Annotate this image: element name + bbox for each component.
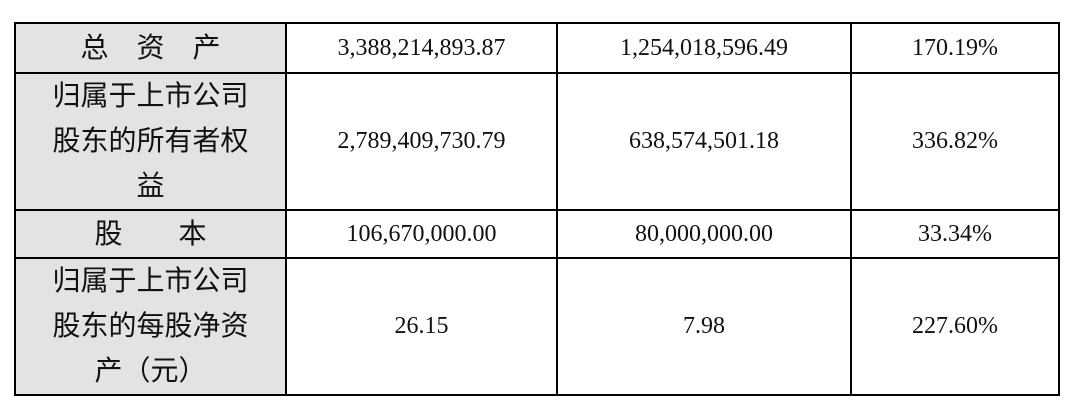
cell-value: 7.98 [556, 257, 852, 396]
row-label: 股 本 [14, 209, 287, 259]
cell-value: 26.15 [285, 257, 558, 396]
cell-value: 3,388,214,893.87 [285, 22, 558, 74]
cell-value: 2,789,409,730.79 [285, 72, 558, 211]
cell-value: 106,670,000.00 [285, 209, 558, 259]
row-label: 归属于上市公司股东的所有者权益 [14, 72, 287, 211]
table-row: 股 本 106,670,000.00 80,000,000.00 33.34% [14, 209, 1060, 259]
table-body: 总 资 产 3,388,214,893.87 1,254,018,596.49 170… [14, 22, 1060, 396]
row-label: 总 资 产 [14, 22, 287, 74]
table-row: 归属于上市公司股东的每股净资产（元） 26.15 7.98 227.60% [14, 257, 1060, 396]
cell-value: 170.19% [850, 22, 1060, 74]
cell-value: 80,000,000.00 [556, 209, 852, 259]
cell-value: 1,254,018,596.49 [556, 22, 852, 74]
table-row: 总 资 产 3,388,214,893.87 1,254,018,596.49 170… [14, 22, 1060, 74]
table-row: 归属于上市公司股东的所有者权益 2,789,409,730.79 638,574,5… [14, 72, 1060, 211]
data-table: 总 资 产 3,388,214,893.87 1,254,018,596.49 170… [14, 22, 1060, 396]
row-label: 归属于上市公司股东的每股净资产（元） [14, 257, 287, 396]
cell-value: 227.60% [850, 257, 1060, 396]
cell-value: 336.82% [850, 72, 1060, 211]
cell-value: 638,574,501.18 [556, 72, 852, 211]
cell-value: 33.34% [850, 209, 1060, 259]
